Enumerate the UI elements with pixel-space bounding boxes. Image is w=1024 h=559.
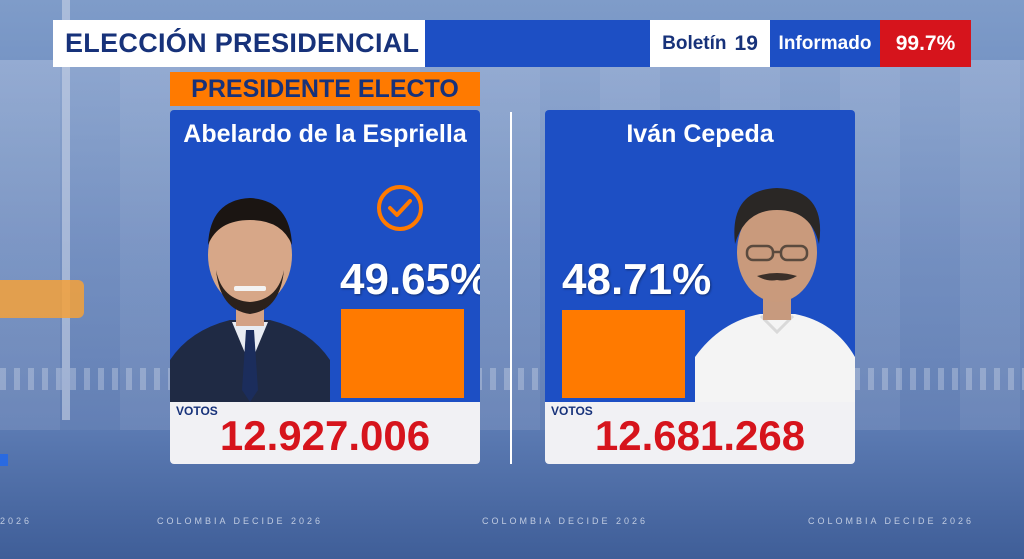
candidate-divider (510, 112, 512, 464)
candidate-percent-2: 48.71% (562, 255, 712, 304)
candidate-card-1: Abelardo de la Espriella 49.65% VOTOS 12… (170, 110, 480, 464)
side-blue-marker (0, 454, 8, 466)
bulletin-number: 19 (734, 31, 758, 55)
votes-count-2: 12.681.268 (594, 412, 806, 459)
candidate-portrait-2 (695, 188, 855, 402)
check-circle-icon (377, 185, 423, 231)
candidate-bar-1 (341, 309, 464, 398)
background-balustrade (0, 368, 1024, 390)
president-elect-label: PRESIDENTE ELECTO (191, 74, 459, 103)
candidate-name-2: Iván Cepeda (626, 120, 774, 148)
title-box: ELECCIÓN PRESIDENCIAL (53, 20, 425, 67)
candidate-panel-2: Iván Cepeda 48.71% (545, 110, 855, 402)
informed-percent-box: 99.7% (880, 20, 971, 67)
informed-percent: 99.7% (895, 31, 956, 55)
candidate-portrait-1 (170, 198, 330, 402)
top-bar: ELECCIÓN PRESIDENCIAL Boletín 19 Informa… (53, 20, 971, 67)
votes-box-1: VOTOS 12.927.006 (170, 402, 480, 464)
informed-label: Informado (778, 32, 872, 54)
footer-text-2: COLOMBIA DECIDE 2026 (482, 516, 649, 526)
president-elect-tag: PRESIDENTE ELECTO (170, 72, 480, 106)
candidate-name-1: Abelardo de la Espriella (183, 120, 467, 148)
votes-box-2: VOTOS 12.681.268 (545, 402, 855, 464)
page-title: ELECCIÓN PRESIDENCIAL (65, 28, 420, 58)
candidate-percent-1: 49.65% (340, 255, 480, 304)
votes-label-1: VOTOS (176, 404, 218, 418)
footer-text-partial: 2026 (0, 516, 33, 526)
votes-count-1: 12.927.006 (219, 412, 431, 459)
footer-text-1: COLOMBIA DECIDE 2026 (157, 516, 324, 526)
title-bar-fill (425, 20, 650, 67)
bulletin-box: Boletín 19 (650, 20, 770, 67)
side-orange-tab (0, 280, 84, 318)
background-plaza (0, 430, 1024, 559)
background-flagpole (62, 0, 70, 420)
bulletin-label: Boletín (662, 32, 727, 54)
votes-label-2: VOTOS (551, 404, 593, 418)
candidate-card-2: Iván Cepeda 48.71% VOTOS 12.681.268 (545, 110, 855, 464)
informed-box: Informado (770, 20, 880, 67)
candidate-panel-1: Abelardo de la Espriella 49.65% (170, 110, 480, 402)
footer-text-3: COLOMBIA DECIDE 2026 (808, 516, 975, 526)
candidate-bar-2 (562, 310, 685, 398)
